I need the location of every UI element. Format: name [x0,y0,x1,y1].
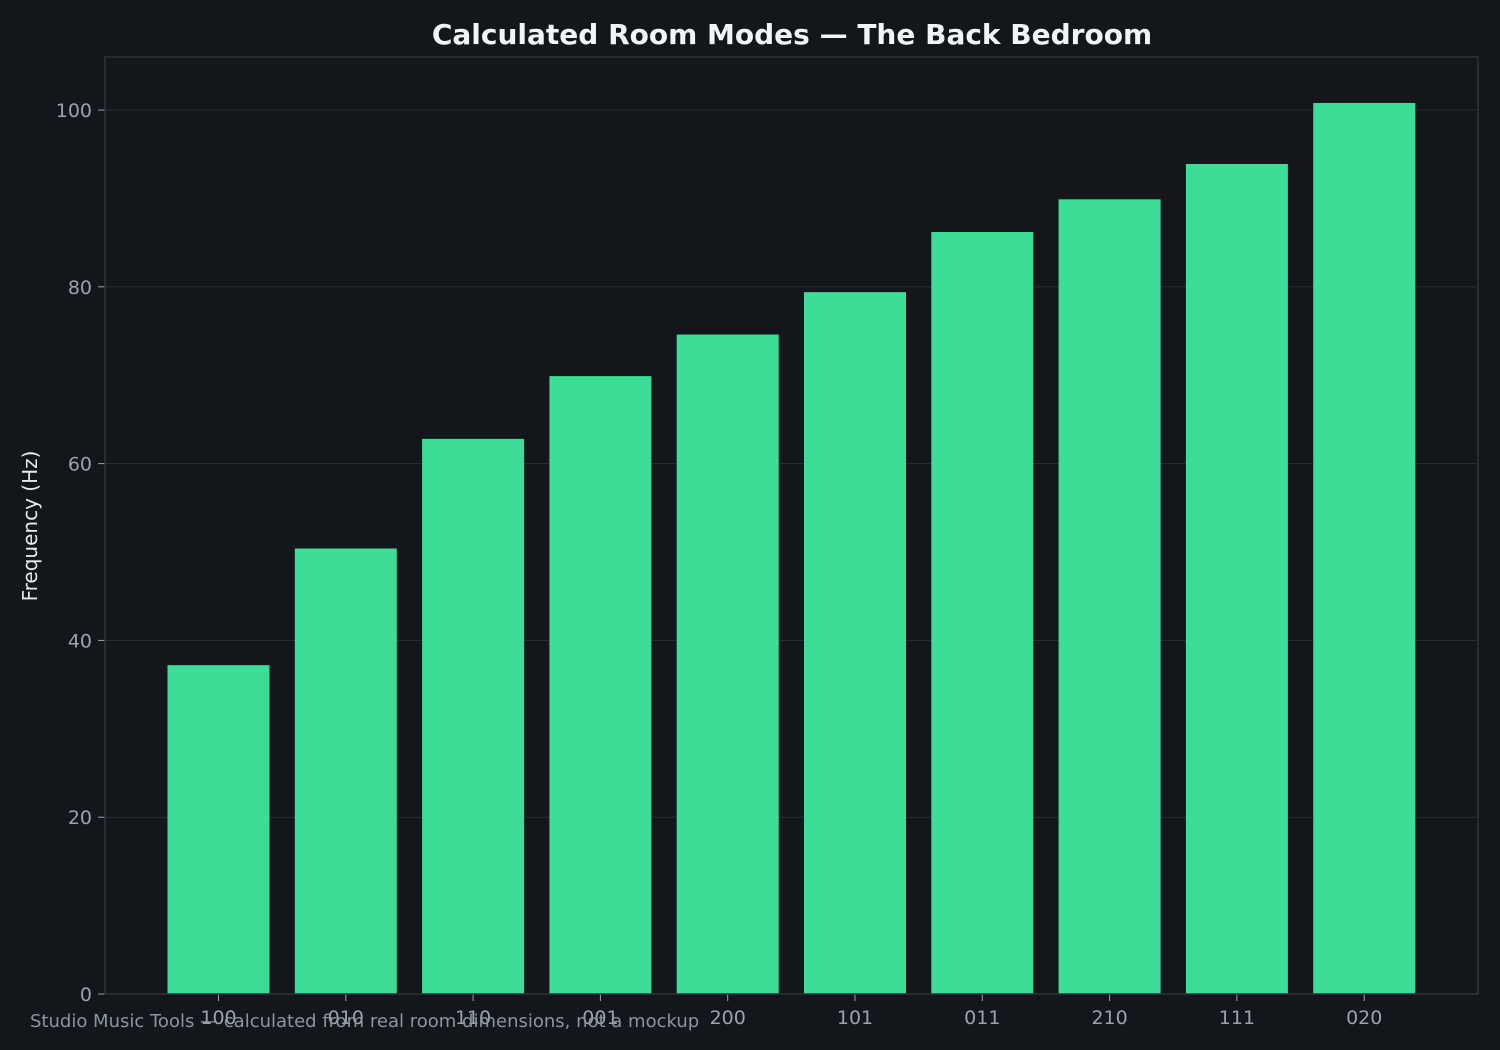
x-tick-label: 001 [582,1007,618,1029]
y-tick-label: 0 [80,984,92,1006]
bar-mode-101 [804,292,906,994]
x-axis-ticks: 100 010 110 001 200 101 011 210 111 020 [200,994,1382,1029]
x-tick-label: 110 [455,1007,491,1029]
bar-mode-200 [676,334,779,994]
x-tick-label: 111 [1219,1007,1255,1029]
bar-mode-111 [1185,163,1288,995]
x-tick-label: 210 [1091,1007,1127,1029]
x-tick-label: 101 [837,1007,873,1029]
x-tick-label: 100 [200,1007,236,1029]
bar-mode-210 [1058,199,1161,994]
y-tick-label: 100 [56,100,92,122]
y-tick-label: 80 [68,277,92,299]
y-axis-label: Frequency (Hz) [18,451,42,602]
y-tick-label: 40 [68,630,92,652]
plot-frame [104,56,1479,995]
x-tick-label: 010 [328,1007,364,1029]
bar-mode-010 [294,548,397,994]
bar-mode-110 [422,438,525,994]
y-axis-ticks: 0 20 40 60 80 100 [56,100,105,1006]
bar-mode-100 [167,665,270,994]
chart-title: Calculated Room Modes — The Back Bedroom [432,18,1152,51]
x-tick-label: 200 [710,1007,746,1029]
bar-mode-020 [1313,102,1416,994]
x-tick-label: 020 [1346,1007,1382,1029]
footer-note: Studio Music Tools — calculated from rea… [30,1011,700,1032]
bars-group [167,102,1416,995]
x-tick-label: 011 [964,1007,1000,1029]
bar-mode-011 [931,232,1034,994]
y-tick-label: 60 [68,454,92,476]
bar-mode-001 [549,376,652,995]
y-tick-label: 20 [68,807,92,829]
